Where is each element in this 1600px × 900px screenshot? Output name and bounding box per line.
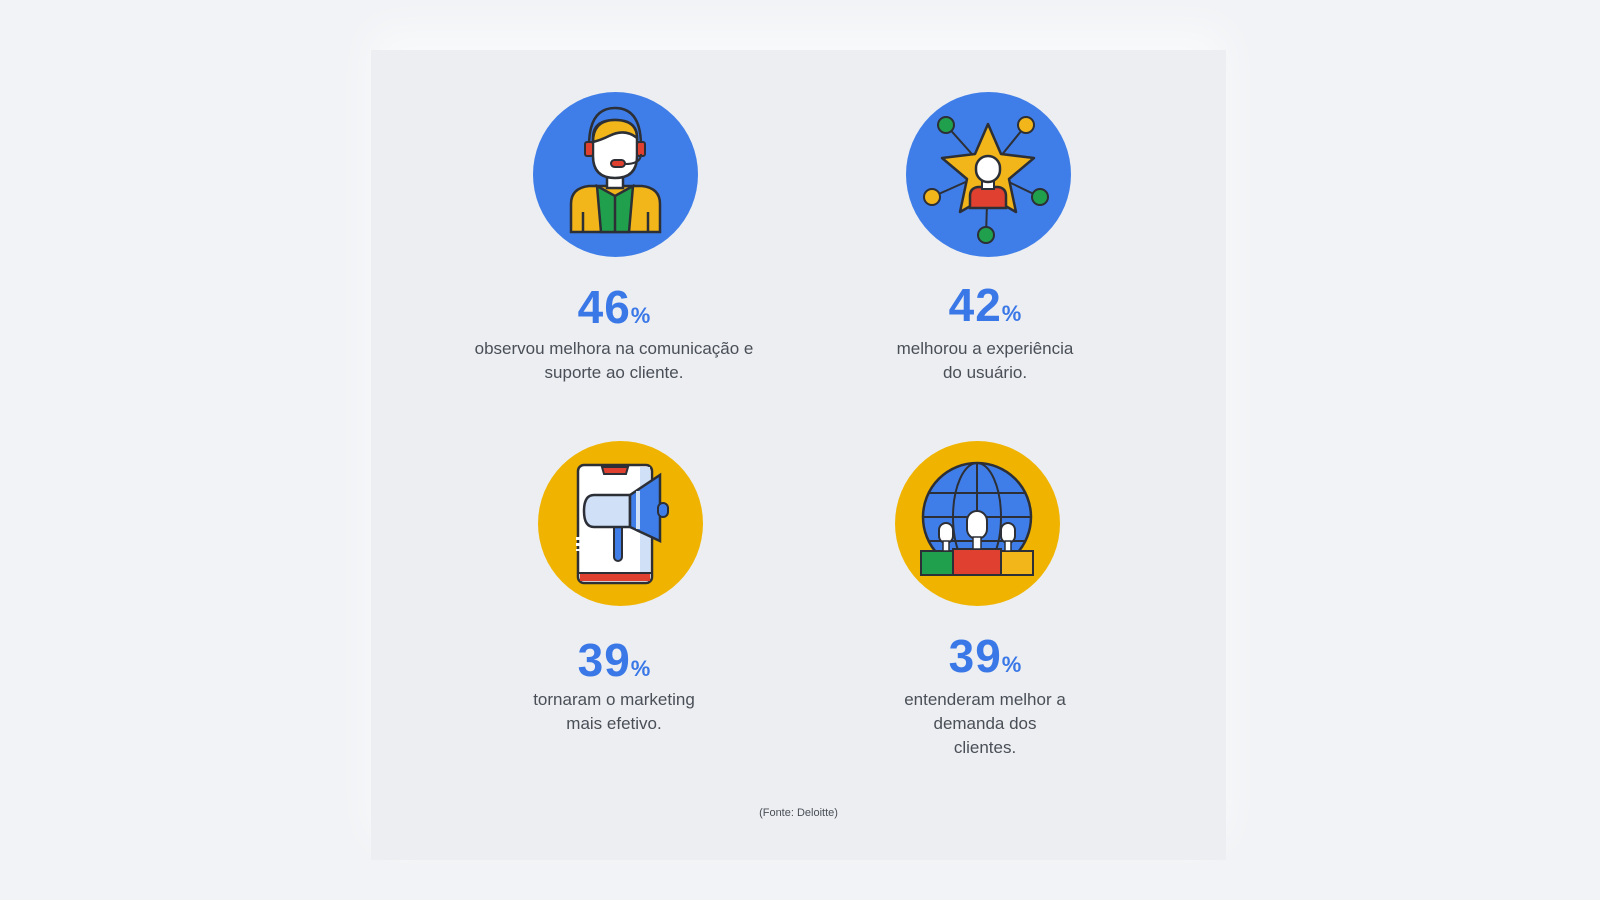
caption-line: clientes. (953, 738, 1017, 757)
stat-card-customer-demand: 39% entenderam melhor a demanda dos clie… (825, 441, 1145, 801)
stat-caption: observou melhora na comunicação e suport… (454, 337, 774, 385)
caption-line: observou melhora na comunicação e (474, 339, 754, 358)
source-note: (Fonte: Deloitte) (759, 807, 838, 819)
phone-megaphone-icon (538, 441, 703, 606)
stat-caption: tornaram o marketing mais efetivo. (454, 688, 774, 736)
stat-card-marketing: 39% tornaram o marketing mais efetivo. (454, 441, 774, 781)
globe-people-icon (895, 441, 1060, 606)
stat-card-customer-support: 46% observou melhora na comunicação e su… (454, 92, 774, 432)
caption-line: melhorou a experiência (896, 339, 1074, 358)
stat-caption: melhorou a experiência do usuário. (825, 337, 1145, 385)
support-agent-icon (533, 92, 698, 257)
caption-line: demanda dos (933, 714, 1037, 733)
stat-value: 39% (577, 634, 651, 686)
stat-caption: entenderam melhor a demanda dos clientes… (825, 688, 1145, 760)
caption-line: suporte ao cliente. (544, 363, 684, 382)
star-user-network-icon (906, 92, 1071, 257)
stat-value: 46% (577, 281, 651, 333)
stat-card-user-experience: 42% melhorou a experiência do usuário. (825, 92, 1145, 432)
caption-line: mais efetivo. (566, 714, 662, 733)
stat-value: 39% (948, 630, 1022, 682)
stats-panel: 46% observou melhora na comunicação e su… (371, 50, 1226, 860)
caption-line: tornaram o marketing (533, 690, 695, 709)
stat-value: 42% (948, 279, 1022, 331)
caption-line: entenderam melhor a (904, 690, 1066, 709)
caption-line: do usuário. (942, 363, 1028, 382)
